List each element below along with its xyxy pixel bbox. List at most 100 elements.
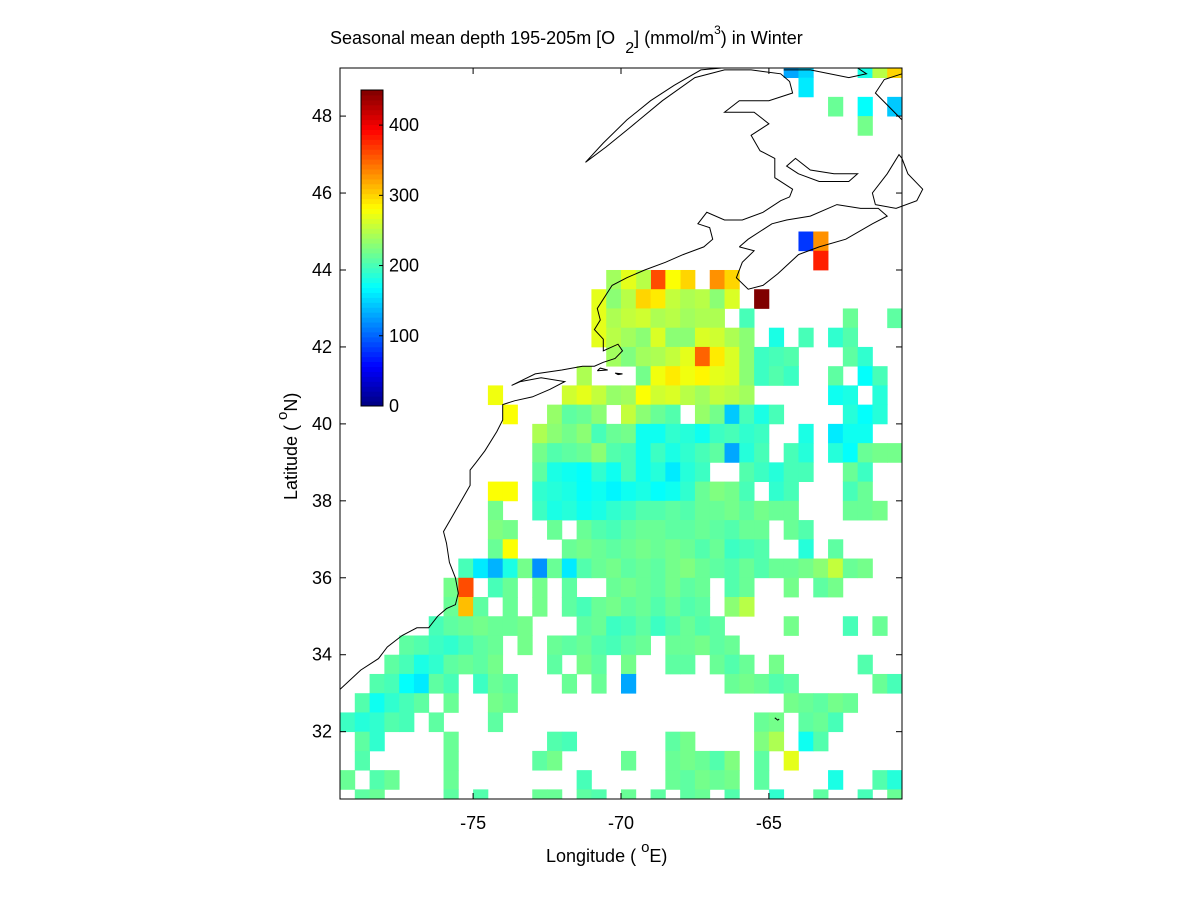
grid-cell <box>872 366 888 386</box>
grid-cell <box>384 654 400 675</box>
grid-cell <box>872 385 888 406</box>
grid-cell <box>354 789 370 800</box>
grid-cell <box>842 346 859 367</box>
grid-cell <box>621 423 637 444</box>
coastline-segment <box>614 372 623 376</box>
grid-cell <box>724 654 740 675</box>
grid-cell <box>621 597 637 617</box>
grid-cell <box>487 654 504 675</box>
grid-cell <box>739 597 755 617</box>
colorbar-segment <box>361 386 383 392</box>
grid-cell <box>635 308 651 329</box>
title-superscript: 3 <box>714 23 721 37</box>
grid-cell <box>650 404 666 425</box>
grid-cell <box>783 462 799 482</box>
grid-cell <box>783 443 799 463</box>
grid-cell <box>828 443 844 463</box>
grid-cell <box>857 423 873 444</box>
grid-cell <box>473 616 489 636</box>
grid-cell <box>502 539 518 559</box>
grid-cell <box>591 289 607 309</box>
grid-cell <box>842 308 859 329</box>
colorbar-segment <box>361 272 383 279</box>
grid-cell <box>650 481 666 502</box>
grid-cell <box>887 673 903 694</box>
title-subscript: 2 <box>625 40 634 57</box>
grid-cell <box>739 385 755 406</box>
grid-cell <box>413 693 430 713</box>
grid-cell <box>798 712 814 733</box>
grid-cell <box>724 520 740 540</box>
grid-cell <box>783 68 799 79</box>
grid-cell <box>857 116 873 136</box>
colorbar-segment <box>361 208 383 214</box>
y-axis-label: Latitude ( oN) <box>274 393 301 500</box>
grid-cell <box>502 673 518 694</box>
grid-cell <box>665 404 681 425</box>
grid-cell <box>473 654 489 675</box>
grid-cell <box>576 789 592 800</box>
grid-cell <box>606 635 622 656</box>
grid-cell <box>547 500 563 521</box>
grid-cell <box>709 481 725 502</box>
grid-cell <box>561 673 578 694</box>
grid-cell <box>709 539 725 559</box>
grid-cell <box>754 539 770 559</box>
grid-cell <box>783 346 799 367</box>
grid-cell <box>680 269 696 290</box>
grid-cell <box>665 327 681 348</box>
grid-cell <box>768 366 785 386</box>
grid-cell <box>754 750 770 771</box>
grid-cell <box>576 481 592 502</box>
grid-cell <box>561 423 578 444</box>
colorbar-segment <box>361 99 383 106</box>
grid-cell <box>768 558 785 579</box>
grid-cell <box>709 500 725 521</box>
colorbar-segment <box>361 262 383 269</box>
grid-cell <box>724 346 740 367</box>
grid-cell <box>842 404 859 425</box>
colorbar-segment <box>361 312 383 318</box>
grid-cell <box>680 789 696 800</box>
grid-cell <box>473 789 489 800</box>
grid-cell <box>754 520 770 540</box>
grid-cell <box>458 558 474 579</box>
grid-cell <box>354 731 370 752</box>
grid-cell <box>576 366 592 386</box>
colorbar-segment <box>361 129 383 135</box>
colorbar-segment <box>361 144 383 150</box>
grid-cell <box>621 404 637 425</box>
grid-cell <box>783 673 799 694</box>
grid-cell <box>680 385 696 406</box>
grid-cell <box>576 385 592 406</box>
grid-cell <box>621 385 637 406</box>
grid-cell <box>621 616 637 636</box>
grid-cell <box>487 520 504 540</box>
grid-cell <box>547 789 563 800</box>
grid-cell <box>872 443 888 463</box>
colorbar-segment <box>361 198 383 205</box>
grid-cell <box>872 616 888 636</box>
grid-cell <box>754 443 770 463</box>
grid-cell <box>561 404 578 425</box>
grid-cell <box>591 308 607 329</box>
colorbar-segment <box>361 401 383 407</box>
grid-cell <box>768 712 785 733</box>
grid-cell <box>561 481 578 502</box>
colorbar-segment <box>361 149 383 155</box>
grid-cell <box>473 558 489 579</box>
grid-cell <box>369 731 385 752</box>
grid-cell <box>458 635 474 656</box>
grid-cell <box>369 770 385 790</box>
grid-cell <box>487 481 504 502</box>
colorbar-tick-label: 100 <box>389 326 419 346</box>
grid-cell <box>842 385 859 406</box>
grid-cell <box>798 539 814 559</box>
colorbar-segment <box>361 356 383 363</box>
grid-cell <box>621 520 637 540</box>
grid-cell <box>650 443 666 463</box>
grid-cell <box>739 577 755 598</box>
grid-cell <box>887 308 903 329</box>
grid-cell <box>680 750 696 771</box>
grid-cell <box>635 520 651 540</box>
